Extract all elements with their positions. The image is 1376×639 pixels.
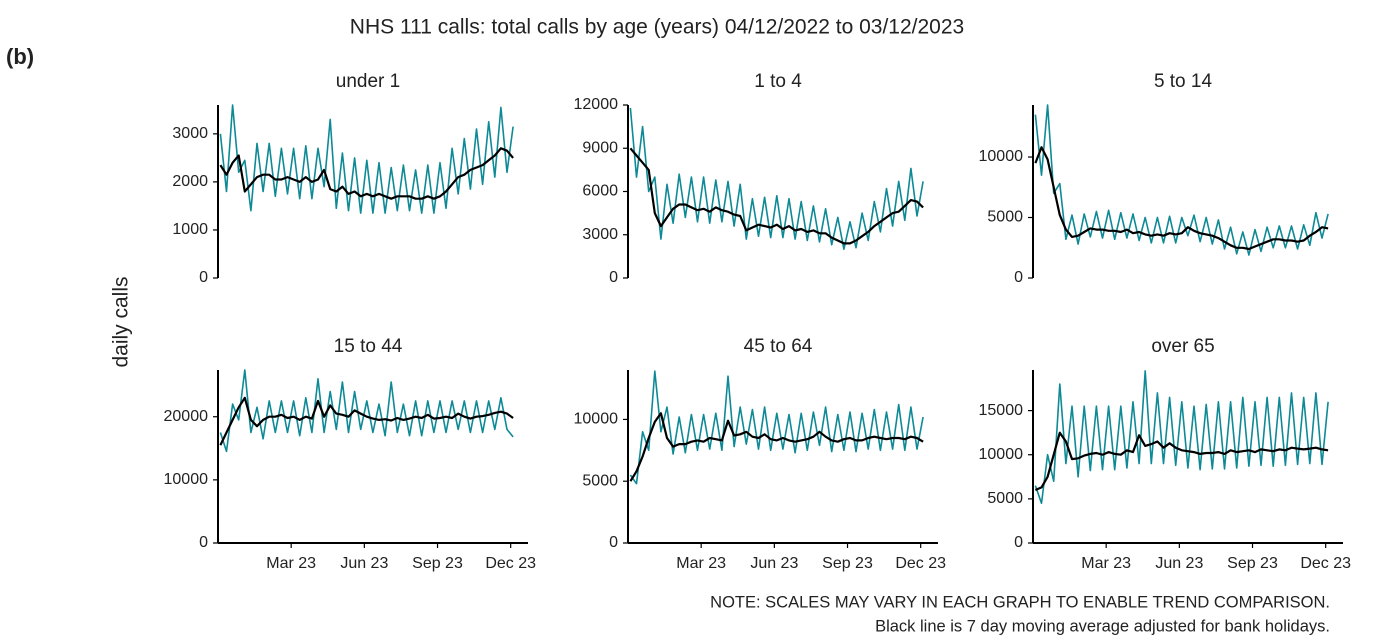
average-line [1034,146,1329,251]
y-tick-label: 0 [199,269,208,286]
x-tick-label: Dec 23 [485,555,536,572]
y-tick-label: 6000 [582,183,618,200]
x-tick-label: Dec 23 [895,555,946,572]
y-tick-label: 0 [609,534,618,551]
daily-line [1034,104,1329,256]
note: Black line is 7 day moving average adjus… [875,617,1330,635]
daily-line [1034,370,1329,505]
average-line [219,396,514,446]
y-tick-label: 5000 [987,209,1023,226]
y-tick-label: 0 [199,534,208,551]
x-tick-label: Sep 23 [822,555,873,572]
y-tick-label: 0 [1014,269,1023,286]
y-tick-label: 9000 [582,139,618,156]
average-line [629,412,924,482]
y-tick-label: 15000 [979,402,1024,419]
panel-label: (b) [6,44,34,69]
y-tick-label: 2000 [172,173,208,190]
average-line [1034,431,1329,492]
x-tick-label: Jun 23 [1155,555,1203,572]
panel-title: under 1 [336,71,400,92]
y-tick-label: 0 [609,269,618,286]
y-tick-label: 10000 [979,446,1024,463]
x-tick-label: Jun 23 [340,555,388,572]
y-tick-label: 0 [1014,534,1023,551]
panel-title: 45 to 64 [744,336,813,357]
x-tick-label: Mar 23 [676,555,726,572]
x-tick-label: Dec 23 [1300,555,1351,572]
panel-title: 1 to 4 [754,71,802,92]
y-tick-label: 20000 [164,408,209,425]
x-tick-label: Mar 23 [1081,555,1131,572]
x-tick-label: Mar 23 [266,555,316,572]
y-axis-label: daily calls [110,276,133,367]
y-tick-label: 1000 [172,221,208,238]
y-tick-label: 10000 [979,148,1024,165]
daily-line [629,370,924,485]
y-tick-label: 10000 [164,471,209,488]
panel-title: 5 to 14 [1154,71,1213,92]
y-tick-label: 12000 [574,96,619,113]
note: NOTE: SCALES MAY VARY IN EACH GRAPH TO E… [710,593,1330,611]
x-tick-label: Jun 23 [750,555,798,572]
daily-line [219,369,514,453]
panel-title: over 65 [1151,336,1214,357]
daily-line [629,107,924,250]
y-tick-label: 5000 [987,490,1023,507]
daily-line [219,104,514,214]
y-tick-label: 3000 [172,125,208,142]
x-tick-label: Sep 23 [1227,555,1278,572]
x-tick-label: Sep 23 [412,555,463,572]
average-line [219,147,514,200]
average-line [629,147,924,245]
y-tick-label: 3000 [582,226,618,243]
y-tick-label: 5000 [582,472,618,489]
y-tick-label: 10000 [574,411,619,428]
panel-title: 15 to 44 [334,336,403,357]
chart-title: NHS 111 calls: total calls by age (years… [350,16,964,39]
